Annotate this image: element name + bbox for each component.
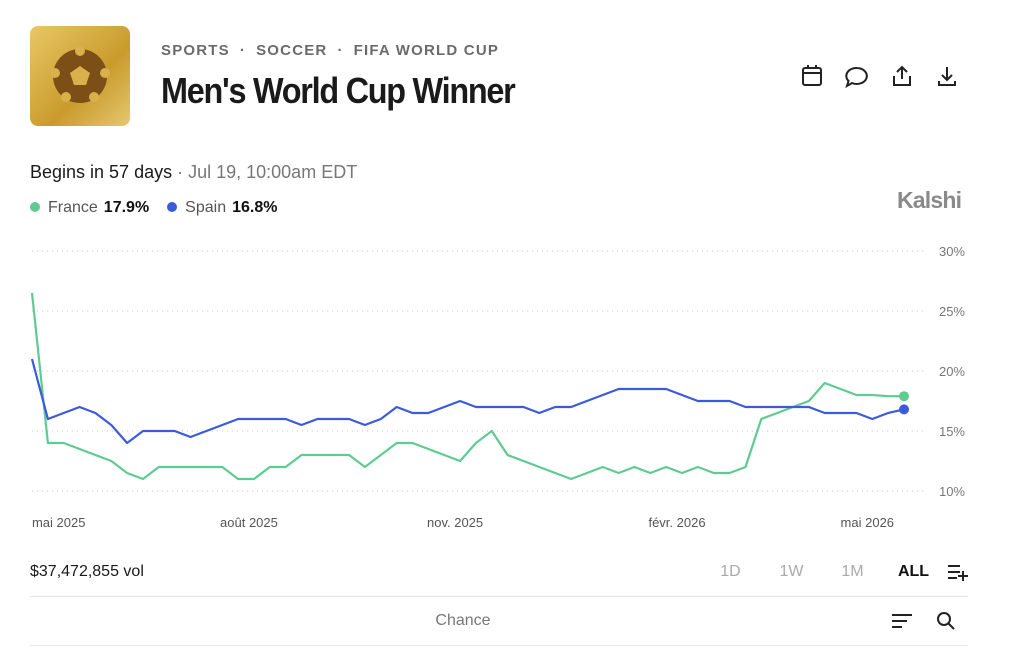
calendar-button[interactable] (802, 65, 822, 86)
x-tick-label: mai 2025 (32, 515, 85, 530)
range-button[interactable]: 1D (720, 563, 741, 580)
legend-dot (167, 202, 178, 212)
date: · Jul 19, 10:00am EDT (177, 162, 358, 182)
y-tick-label: 30% (939, 244, 965, 259)
legend-name: Spain (185, 199, 227, 216)
sort-button[interactable] (892, 614, 912, 628)
y-tick-label: 25% (939, 304, 965, 319)
download-button[interactable] (938, 67, 956, 86)
y-tick-label: 10% (939, 484, 965, 499)
page-title: Men's World Cup Winner (161, 70, 516, 111)
x-tick-label: mai 2026 (841, 515, 894, 530)
legend-value: 16.8% (232, 199, 278, 216)
ball-icon (50, 46, 110, 103)
add-button[interactable] (946, 562, 970, 584)
x-tick-label: nov. 2025 (427, 515, 483, 530)
list-tools (892, 612, 955, 630)
volume: $37,472,855 vol (30, 563, 144, 580)
range-selector: 1D 1W 1M ALL (700, 563, 944, 581)
divider (30, 645, 968, 646)
sort-label: Chance (435, 612, 491, 629)
range-button[interactable]: 1W (779, 563, 804, 580)
end-dot (899, 391, 909, 402)
range-button[interactable]: 1M (841, 563, 864, 580)
end-dot (899, 404, 909, 415)
begins: Begins in 57 days (30, 162, 173, 182)
crumb[interactable]: SPORTS (161, 42, 230, 59)
share-button[interactable] (893, 65, 911, 86)
crumb[interactable]: SOCCER (256, 42, 328, 59)
crumb[interactable]: FIFA WORLD CUP (353, 42, 500, 59)
search-button[interactable] (937, 612, 955, 630)
legend-name: France (48, 199, 98, 216)
separator: · (337, 42, 344, 59)
legend-value: 17.9% (103, 199, 150, 216)
legend: France 17.9% Spain 16.8% (30, 199, 295, 217)
toolbar (802, 65, 956, 89)
breadcrumb: SPORTS · SOCCER · FIFA WORLD CUP (161, 42, 509, 59)
x-tick-label: août 2025 (220, 515, 278, 530)
series-line (30, 358, 905, 445)
divider (30, 596, 968, 597)
y-tick-label: 20% (939, 364, 965, 379)
range-button[interactable]: ALL (897, 563, 930, 580)
comment-button[interactable] (845, 66, 868, 89)
y-tick-label: 15% (939, 424, 965, 439)
series-line (30, 292, 904, 481)
chart: 10% 15% 20% 25% 30% mai 2025 août 2025 nov. 202… (30, 244, 965, 530)
separator: · (239, 42, 247, 59)
x-tick-label: févr. 2026 (648, 515, 705, 530)
market-icon (30, 26, 130, 126)
legend-dot (30, 202, 40, 212)
status: Begins in 57 days · Jul 19, 10:00am EDT (30, 162, 357, 183)
brand: Kalshi (897, 187, 962, 213)
